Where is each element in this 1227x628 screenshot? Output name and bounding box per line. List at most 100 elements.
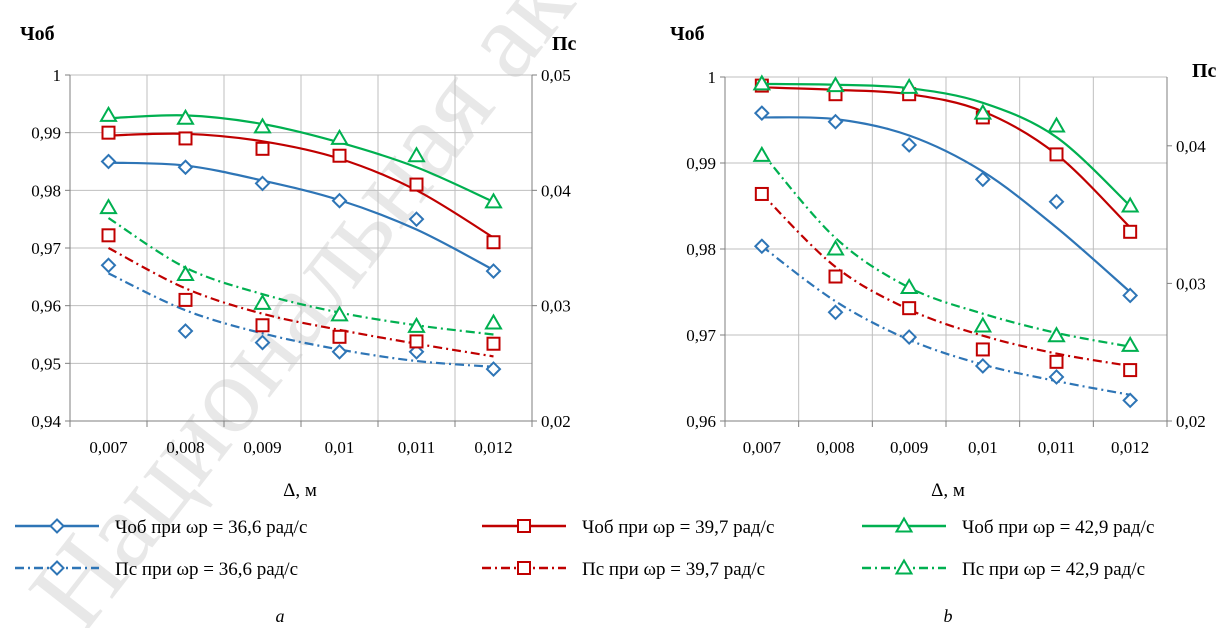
legend-item: Чоб при ωр = 36,6 рад/с xyxy=(15,517,307,538)
data-point xyxy=(752,145,772,162)
data-point xyxy=(1120,196,1140,213)
y-right-tick-label: 0,03 xyxy=(541,297,571,316)
data-point xyxy=(331,192,348,209)
data-point xyxy=(752,74,772,91)
data-point xyxy=(332,329,347,344)
data-point xyxy=(1122,392,1139,409)
y-left-tick-label: 0,97 xyxy=(686,326,716,345)
data-point xyxy=(973,103,993,120)
legend-item: Пс при ωр = 42,9 рад/с xyxy=(862,558,1145,580)
x-tick-label: 0,009 xyxy=(890,438,928,457)
data-point xyxy=(178,131,193,146)
data-point xyxy=(100,257,117,274)
data-point xyxy=(177,159,194,176)
y-right-tick-label: 0,03 xyxy=(1176,274,1206,293)
data-point xyxy=(408,343,425,360)
data-point xyxy=(1048,369,1065,385)
data-point xyxy=(754,186,769,201)
data-point xyxy=(1049,354,1064,369)
data-point xyxy=(178,292,193,307)
data-point xyxy=(828,269,843,284)
data-point xyxy=(176,108,195,125)
data-point xyxy=(1048,193,1065,210)
chart-b-x-tick-labels: 0,007 0,008 0,009 0,01 0,011 0,012 xyxy=(743,438,1150,457)
data-point xyxy=(101,125,116,140)
x-tick-label: 0,009 xyxy=(243,438,281,457)
data-point xyxy=(753,105,770,122)
chart-a-x-axis-label: Δ, м xyxy=(283,480,317,501)
data-point xyxy=(99,198,118,215)
chart-b-x-axis-label: Δ, м xyxy=(931,480,965,501)
data-point xyxy=(332,148,347,163)
chart-b-caption: b xyxy=(944,606,953,626)
data-point xyxy=(484,192,503,209)
data-point xyxy=(253,117,272,134)
data-point xyxy=(1049,147,1064,162)
data-point xyxy=(1122,287,1139,304)
series-line xyxy=(108,114,494,203)
data-point xyxy=(330,305,349,322)
legend-marker xyxy=(894,516,914,533)
legend-label: Пс при ωр = 42,9 рад/с xyxy=(962,559,1145,580)
legend-marker xyxy=(49,560,65,576)
x-tick-label: 0,008 xyxy=(166,438,204,457)
chart-a-series xyxy=(99,105,503,378)
chart-b-right-tick-labels: 0,02 0,03 0,04 xyxy=(1176,137,1206,431)
data-point xyxy=(899,77,919,94)
y-left-tick-label: 0,98 xyxy=(31,181,61,200)
data-point xyxy=(974,358,991,374)
y-left-tick-label: 0,99 xyxy=(31,124,61,143)
x-tick-label: 0,011 xyxy=(1038,438,1076,457)
chart-a-x-tick-labels: 0,007 0,008 0,009 0,01 0,011 0,012 xyxy=(89,438,512,457)
chart-a-y-left-label: Чоб xyxy=(20,23,55,45)
data-point xyxy=(176,265,195,282)
data-point xyxy=(973,316,993,333)
chart-b-series xyxy=(752,74,1140,409)
y-left-tick-label: 0,96 xyxy=(686,412,716,431)
data-point xyxy=(902,301,917,316)
data-point xyxy=(255,318,270,333)
y-right-tick-label: 0,02 xyxy=(541,412,571,431)
data-point xyxy=(408,211,425,228)
legend-label: Пс при ωр = 39,7 рад/с xyxy=(582,559,765,580)
data-point xyxy=(253,293,272,310)
legend-item: Чоб при ωр = 42,9 рад/с xyxy=(862,516,1154,538)
data-point xyxy=(484,313,503,330)
data-point xyxy=(826,239,845,256)
chart-b-axes xyxy=(720,76,1172,427)
data-point xyxy=(99,105,118,122)
chart-b-y-right-label: Пс xyxy=(1192,60,1217,82)
data-point xyxy=(1120,335,1140,352)
x-tick-label: 0,01 xyxy=(968,438,998,457)
chart-a-right-tick-labels: 0,02 0,03 0,04 0,05 xyxy=(541,66,571,431)
data-point xyxy=(827,113,844,130)
legend-item: Чоб при ωр = 39,7 рад/с xyxy=(482,517,774,538)
y-left-tick-label: 0,98 xyxy=(686,240,716,259)
data-point xyxy=(753,238,770,255)
legend-label: Чоб при ωр = 39,7 рад/с xyxy=(582,517,774,538)
data-point xyxy=(901,329,918,345)
x-tick-label: 0,007 xyxy=(89,438,128,457)
data-point xyxy=(254,175,271,192)
data-point xyxy=(407,316,426,333)
legend-label: Чоб при ωр = 36,6 рад/с xyxy=(115,517,307,538)
x-tick-label: 0,008 xyxy=(816,438,854,457)
legend-marker xyxy=(517,561,531,575)
chart-a: 0,940,950,960,970,980,991 0,020,030,040,… xyxy=(20,23,577,626)
legend-label: Чоб при ωр = 42,9 рад/с xyxy=(962,517,1154,538)
x-tick-label: 0,01 xyxy=(325,438,355,457)
legend-item: Пс при ωр = 39,7 рад/с xyxy=(482,559,765,580)
y-left-tick-label: 0,95 xyxy=(31,354,61,373)
chart-b-grid xyxy=(724,76,1168,422)
data-point xyxy=(100,153,117,170)
series-line xyxy=(108,272,494,368)
data-point xyxy=(409,334,424,349)
y-left-tick-label: 0,96 xyxy=(31,297,61,316)
chart-a-y-right-label: Пс xyxy=(552,33,577,55)
data-point xyxy=(1047,326,1066,343)
data-point xyxy=(1047,116,1066,133)
data-point xyxy=(974,171,991,188)
y-right-tick-label: 0,04 xyxy=(541,181,571,200)
data-point xyxy=(899,278,919,295)
